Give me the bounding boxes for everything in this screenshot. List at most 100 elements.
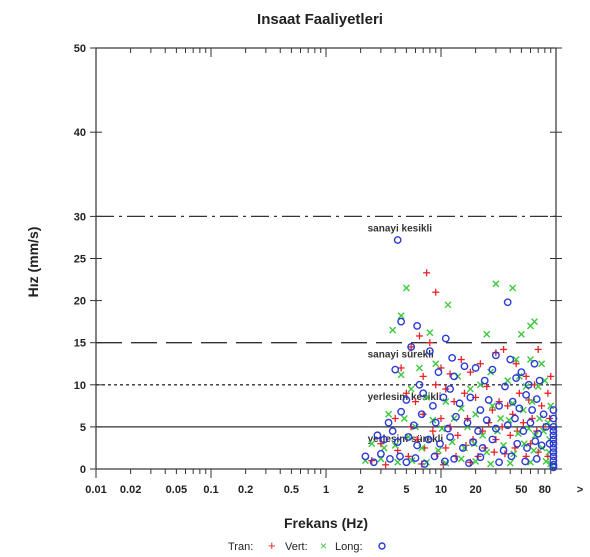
point-long: [549, 460, 558, 469]
point-vert: [442, 398, 450, 406]
point-long: [469, 438, 477, 446]
x-tick-labels: 0.01 0.02 0.05 0.1 0.2 0.5 1 2 5 10 20 50 80 >: [85, 484, 583, 496]
point-long: [376, 449, 385, 458]
point-long: [495, 458, 503, 467]
x-tick-label: 20: [469, 484, 481, 496]
point-vert: [517, 330, 525, 338]
point-long: [495, 401, 503, 410]
point-long: [499, 446, 508, 455]
point-tran: [479, 427, 487, 435]
y-tick-label: 40: [74, 127, 86, 139]
point-vert: [394, 458, 402, 466]
point-vert: [519, 406, 527, 414]
point-long: [431, 418, 440, 427]
point-vert: [466, 385, 474, 393]
point-long: [515, 404, 524, 413]
point-long: [384, 418, 393, 427]
point-tran: [476, 360, 484, 368]
point-long: [439, 393, 448, 402]
point-long: [441, 334, 450, 343]
point-vert: [457, 455, 465, 463]
point-long: [407, 343, 416, 351]
point-long: [471, 364, 480, 372]
point-vert: [397, 312, 405, 320]
legend-marker-tran: +: [268, 538, 276, 553]
point-vert: [483, 330, 491, 338]
point-long: [425, 347, 434, 356]
y-tick-label: 15: [74, 338, 86, 350]
point-long: [436, 439, 444, 448]
legend: Tran: + Vert: × Long:: [228, 538, 386, 553]
point-vert: [432, 360, 440, 368]
y-tick-labels: 0 5 10 15 20 25 30 40 50: [74, 43, 86, 476]
point-long: [532, 454, 541, 463]
y-tick-label: 50: [74, 43, 86, 55]
point-vert: [506, 459, 514, 467]
point-long: [476, 453, 485, 462]
point-tran: [512, 360, 520, 368]
point-long: [521, 457, 530, 466]
point-tran: [528, 414, 536, 422]
point-tran: [402, 389, 410, 397]
point-long: [402, 396, 411, 404]
limit-line-label: sanayi kesikli: [368, 223, 433, 234]
point-long: [391, 365, 400, 374]
point-long: [491, 351, 500, 360]
point-long: [511, 414, 519, 423]
point-tran: [426, 339, 434, 347]
point-tran: [404, 452, 412, 460]
point-long: [373, 431, 382, 440]
point-long: [503, 421, 512, 430]
point-vert: [509, 284, 517, 292]
x-tick-label: 0.5: [284, 484, 299, 496]
x-tick-label: 0.1: [203, 484, 218, 496]
point-long: [549, 422, 558, 431]
point-tran: [415, 332, 423, 340]
plot-frame: [95, 47, 557, 470]
point-long: [397, 407, 406, 416]
chart-title: Insaat Faaliyetleri: [257, 11, 383, 28]
point-vert: [400, 414, 408, 422]
point-long: [549, 439, 558, 448]
point-vert: [544, 419, 552, 427]
point-vert: [444, 301, 452, 309]
point-long: [413, 441, 422, 450]
point-long: [409, 421, 418, 430]
point-vert: [526, 322, 534, 330]
point-long: [455, 399, 464, 408]
point-vert: [512, 356, 520, 364]
point-long: [463, 418, 472, 427]
point-long: [549, 431, 558, 440]
point-tran: [488, 406, 496, 414]
point-tran: [538, 402, 546, 410]
point-long: [402, 458, 411, 467]
x-tick-label: 80: [539, 484, 551, 496]
point-long: [517, 368, 526, 377]
point-long: [531, 437, 540, 446]
point-vert: [385, 410, 393, 418]
y-tick-label: 30: [74, 211, 86, 223]
legend-marker-long: [378, 542, 386, 550]
point-long: [448, 353, 457, 362]
point-long: [450, 372, 459, 381]
point-long: [508, 397, 517, 406]
point-tran: [506, 431, 514, 439]
point-tran: [522, 372, 530, 380]
point-vert: [434, 446, 442, 454]
point-long: [512, 374, 521, 382]
point-tran: [547, 372, 555, 380]
point-vert: [504, 377, 512, 385]
point-vert: [542, 457, 550, 465]
point-long: [488, 365, 497, 374]
point-tran: [454, 431, 462, 439]
point-long: [393, 236, 402, 244]
point-tran: [382, 461, 390, 469]
point-long: [452, 412, 460, 421]
point-vert: [368, 440, 376, 448]
point-tran: [515, 389, 523, 397]
point-long: [465, 459, 473, 468]
point-long: [528, 406, 537, 414]
point-long: [524, 380, 533, 389]
x-tick-label: 0.01: [85, 484, 106, 496]
